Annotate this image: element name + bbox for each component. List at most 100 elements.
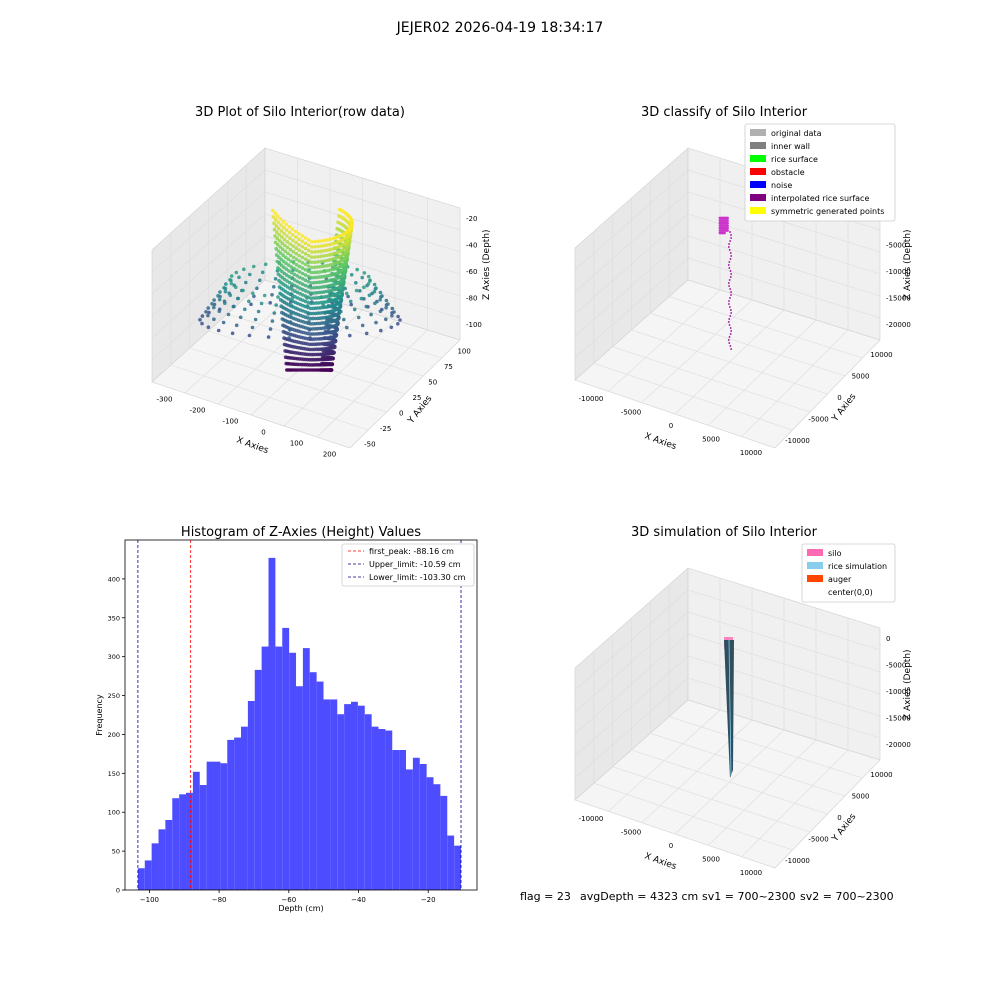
raw3d-point bbox=[322, 254, 326, 258]
raw3d-point bbox=[218, 290, 222, 294]
sim3d-xtick: 10000 bbox=[740, 869, 762, 877]
raw3d-point bbox=[372, 290, 377, 294]
raw3d-point bbox=[309, 270, 314, 275]
histogram-bar bbox=[302, 648, 310, 890]
raw3d-point bbox=[204, 310, 208, 314]
raw3d-point bbox=[276, 266, 280, 270]
raw3d-point bbox=[298, 281, 302, 285]
raw3d-point bbox=[324, 258, 329, 263]
raw3d-point bbox=[292, 266, 296, 271]
footer-flag: flag = 23 bbox=[520, 890, 571, 903]
histogram-bar bbox=[412, 757, 420, 890]
raw3d-point bbox=[281, 259, 286, 264]
raw3d-point bbox=[297, 242, 301, 247]
raw3d-point bbox=[251, 264, 256, 269]
raw3d-point bbox=[316, 254, 320, 259]
raw3d-ytick: 0 bbox=[399, 409, 403, 417]
classify3d-point bbox=[730, 273, 733, 275]
raw3d-point bbox=[362, 285, 366, 290]
raw3d-point bbox=[291, 238, 295, 243]
raw3d-point bbox=[309, 260, 314, 265]
raw3d-point bbox=[349, 273, 354, 277]
raw3d-point bbox=[291, 244, 295, 248]
histogram-bar bbox=[151, 843, 159, 890]
histogram-bar bbox=[392, 750, 400, 890]
raw3d-gridline bbox=[151, 191, 461, 295]
raw3d-gridline bbox=[316, 329, 428, 438]
panel-simulation-3d-zlabel: Z Axies (Depth) bbox=[903, 649, 913, 720]
raw3d-point bbox=[278, 245, 283, 249]
raw3d-point bbox=[321, 269, 325, 274]
sim3d-legend-swatch bbox=[807, 562, 823, 569]
raw3d-point bbox=[234, 323, 239, 328]
raw3d-point bbox=[380, 294, 384, 298]
raw3d-point bbox=[228, 278, 232, 282]
raw3d-point bbox=[306, 279, 311, 284]
classify3d-legend-swatch bbox=[750, 207, 766, 214]
raw3d-point bbox=[314, 296, 319, 300]
raw3d-point bbox=[291, 249, 296, 254]
raw3d-point bbox=[312, 270, 317, 275]
raw3d-point bbox=[312, 275, 317, 280]
raw3d-point bbox=[306, 243, 311, 247]
raw3d-point bbox=[287, 336, 291, 340]
classify3d-ztick: -5000 bbox=[886, 242, 906, 250]
raw3d-point bbox=[319, 290, 324, 295]
raw3d-point bbox=[272, 227, 277, 232]
sim3d-ztick: 0 bbox=[886, 635, 890, 643]
histogram-ytick-label: 400 bbox=[108, 575, 120, 583]
classify3d-point bbox=[730, 291, 732, 293]
raw3d-point bbox=[251, 291, 255, 296]
panel-classify-3d-title: 3D classify of Silo Interior bbox=[641, 105, 808, 120]
classify3d-legend-swatch bbox=[750, 181, 766, 188]
histogram-bar bbox=[241, 726, 248, 890]
classify3d-point bbox=[730, 330, 733, 332]
histogram-bar bbox=[192, 771, 200, 890]
histogram-bar bbox=[426, 777, 434, 890]
histogram-bar bbox=[433, 784, 441, 890]
classify3d-point bbox=[728, 243, 730, 245]
raw3d-point bbox=[207, 310, 211, 315]
raw3d-point bbox=[384, 306, 388, 310]
raw3d-ytick: 25 bbox=[413, 394, 422, 402]
histogram-bar bbox=[364, 714, 372, 890]
raw3d-point bbox=[360, 275, 365, 280]
histogram-bar bbox=[399, 750, 406, 890]
figure-suptitle: JEJER02 2026-04-19 18:34:17 bbox=[396, 20, 604, 36]
classify3d-point bbox=[729, 270, 732, 272]
raw3d-point bbox=[303, 241, 308, 246]
raw3d-point bbox=[322, 238, 327, 243]
raw3d-point bbox=[234, 270, 239, 275]
raw3d-point bbox=[200, 314, 205, 318]
raw3d-point bbox=[311, 291, 316, 295]
raw3d-point bbox=[300, 261, 305, 265]
raw3d-point bbox=[280, 310, 284, 315]
histogram-bar bbox=[385, 730, 393, 890]
sim3d-legend-swatch bbox=[807, 549, 823, 556]
raw3d-point bbox=[289, 304, 294, 308]
classify3d-xtick: -10000 bbox=[579, 395, 604, 403]
raw3d-point bbox=[306, 238, 311, 242]
raw3d-point bbox=[295, 279, 300, 284]
raw3d-point bbox=[297, 270, 302, 274]
histogram-bar bbox=[323, 699, 331, 890]
raw3d-point bbox=[319, 249, 323, 253]
sim3d-gridline bbox=[574, 611, 881, 713]
raw3d-point bbox=[230, 331, 235, 336]
classify3d-point bbox=[728, 303, 730, 305]
raw3d-point bbox=[318, 264, 323, 269]
raw3d-point bbox=[216, 328, 221, 333]
raw3d-xtick: 200 bbox=[323, 451, 336, 459]
raw3d-point bbox=[319, 254, 323, 259]
classify3d-point bbox=[727, 339, 730, 341]
raw3d-point bbox=[206, 325, 211, 330]
raw3d-point bbox=[280, 317, 285, 321]
raw3d-ztick: -80 bbox=[466, 294, 477, 302]
raw3d-point bbox=[321, 259, 326, 264]
histogram-legend-label: Upper_limit: -10.59 cm bbox=[369, 560, 461, 569]
classify3d-point bbox=[726, 229, 729, 232]
histogram-ytick-label: 200 bbox=[108, 731, 120, 739]
sim3d-xtick: 0 bbox=[669, 842, 673, 850]
histogram-bar bbox=[344, 704, 351, 890]
raw3d-point bbox=[324, 264, 328, 268]
